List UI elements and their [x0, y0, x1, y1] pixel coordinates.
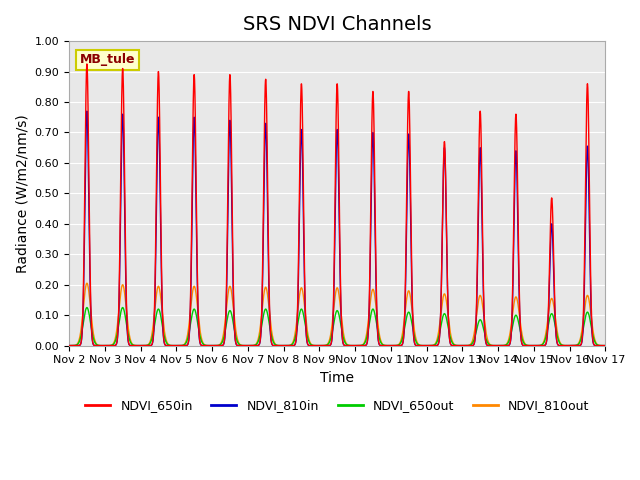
Legend: NDVI_650in, NDVI_810in, NDVI_650out, NDVI_810out: NDVI_650in, NDVI_810in, NDVI_650out, NDV…: [80, 395, 594, 418]
X-axis label: Time: Time: [320, 371, 354, 385]
Y-axis label: Radiance (W/m2/nm/s): Radiance (W/m2/nm/s): [15, 114, 29, 273]
Text: MB_tule: MB_tule: [80, 53, 135, 66]
Title: SRS NDVI Channels: SRS NDVI Channels: [243, 15, 431, 34]
